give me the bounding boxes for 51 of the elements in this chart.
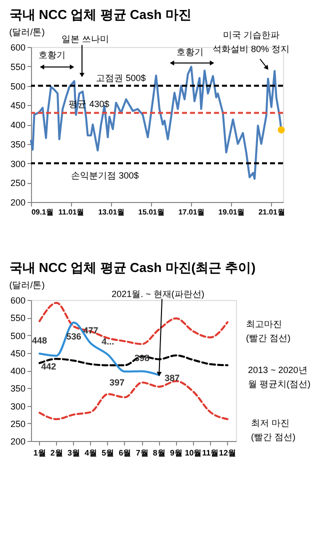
data-label: 448 bbox=[32, 336, 48, 346]
y-tick-label: 600 bbox=[10, 42, 26, 52]
y-tick-label: 350 bbox=[10, 384, 26, 394]
x-tick-label: 2월 bbox=[50, 448, 63, 458]
y-tick-label: 550 bbox=[10, 313, 26, 324]
x-tick-label: 1월 bbox=[33, 448, 46, 458]
y-tick-label: 450 bbox=[10, 348, 26, 358]
line-series bbox=[38, 380, 228, 420]
y-tick-label: 400 bbox=[10, 120, 26, 130]
x-tick-label: 12월 bbox=[219, 448, 236, 458]
annotation: 호황기 bbox=[176, 47, 204, 57]
y-tick-label: 550 bbox=[10, 62, 26, 72]
y-tick-label: 200 bbox=[10, 198, 26, 208]
data-label: 442 bbox=[41, 362, 56, 372]
data-label: 536 bbox=[66, 332, 82, 342]
y-tick-label: 400 bbox=[10, 366, 26, 376]
chart-title: 국내 NCC 업체 평균 Cash 마진(최근 추이) bbox=[9, 260, 256, 275]
annotation: 호황기 bbox=[38, 50, 66, 60]
annotation: 2021월. ~ 현재(파란선) bbox=[112, 289, 204, 299]
data-label: 387 bbox=[164, 373, 180, 384]
y-tick-label: 600 bbox=[10, 296, 26, 306]
y-tick-label: 350 bbox=[10, 139, 26, 150]
x-tick-label: 7월 bbox=[136, 448, 148, 458]
y-tick-label: 250 bbox=[10, 418, 26, 429]
annotation: 미국 기습한파 석화설비 80% 정지 bbox=[212, 30, 290, 54]
chart-title: 국내 NCC 업체 평균 Cash 마진 bbox=[9, 7, 192, 22]
x-tick-label: 6월 bbox=[118, 448, 132, 458]
y-axis-title: (달러/톤) bbox=[9, 27, 45, 37]
text: 최고마진 (빨간 점선) bbox=[246, 319, 290, 343]
text: 2013 ~ 2020년 월 평균치(점선) bbox=[248, 365, 310, 389]
x-tick-label: 10월 bbox=[184, 448, 202, 458]
y-axis-title: (달러/톤) bbox=[9, 280, 45, 290]
x-tick-label: 9월 bbox=[170, 448, 182, 458]
y-tick-label: 250 bbox=[10, 178, 26, 188]
text: 일본 쓰나미 bbox=[61, 34, 109, 44]
x-tick-label: 11월 bbox=[202, 448, 219, 458]
y-tick-label: 300 bbox=[10, 401, 26, 412]
y-tick-label: 200 bbox=[10, 436, 26, 446]
y-tick-label: 500 bbox=[10, 81, 26, 92]
x-tick-label: 5월 bbox=[102, 448, 114, 458]
y-tick-label: 300 bbox=[10, 158, 26, 169]
ref-line-label: 손익분기점 300$ bbox=[71, 170, 139, 180]
x-tick-label: 8월 bbox=[152, 448, 166, 458]
x-tick-label: 4월 bbox=[84, 448, 98, 458]
ref-line-label: 고점권 500$ bbox=[96, 72, 146, 83]
y-tick-label: 500 bbox=[10, 330, 26, 341]
data-label: 4... bbox=[102, 336, 114, 347]
x-tick-label: 3월 bbox=[67, 448, 80, 458]
data-label: 397 bbox=[109, 378, 124, 388]
y-tick-label: 450 bbox=[10, 100, 26, 111]
text: 최저 마진 (빨간 점선) bbox=[251, 418, 296, 442]
